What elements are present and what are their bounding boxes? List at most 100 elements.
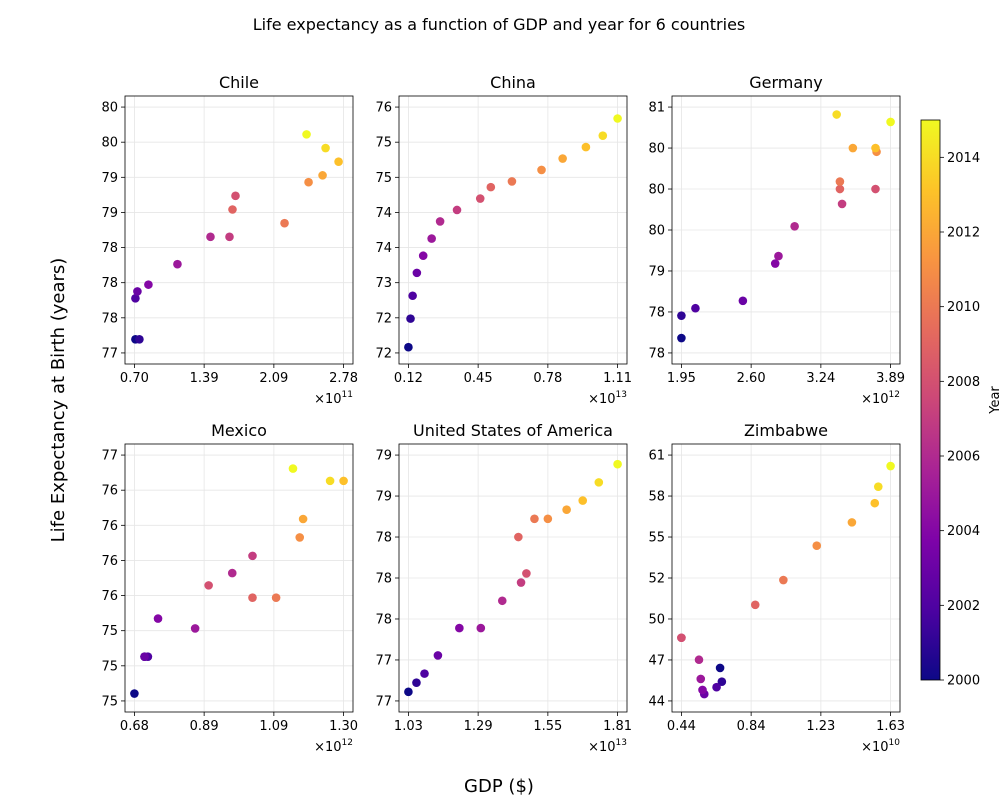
scatter-point <box>412 268 422 278</box>
scatter-point <box>537 165 546 175</box>
y-tick-label: 44 <box>648 694 665 709</box>
axes-frame <box>398 95 628 365</box>
scatter-point <box>530 514 539 524</box>
x-tick-label: 1.30 <box>329 719 358 734</box>
scatter-point <box>131 293 140 303</box>
y-tick-label: 73 <box>375 276 392 291</box>
y-tick-label: 78 <box>648 346 665 361</box>
y-tick-label: 74 <box>375 241 392 256</box>
colorbar-label: Year <box>988 386 1000 415</box>
y-tick-label: 76 <box>375 101 392 116</box>
scatter-point <box>153 614 163 623</box>
subplot-panel: 1.95 2.60 3.24 3.89 78 78 79 80 80 80 81 Germany ×10… <box>648 73 905 407</box>
y-tick-label: 77 <box>101 346 118 361</box>
scatter-point <box>835 177 845 186</box>
axes-frame <box>671 95 901 365</box>
scatter-point <box>507 177 517 186</box>
scatter-point <box>321 143 330 153</box>
scatter-point <box>227 568 237 578</box>
y-tick-label: 75 <box>101 694 118 709</box>
scatter-point <box>871 143 880 153</box>
x-tick-label: 1.95 <box>667 371 696 386</box>
x-tick-label: 2.09 <box>259 371 288 386</box>
scatter-point <box>847 518 857 527</box>
y-tick-label: 52 <box>648 572 665 587</box>
scatter-point <box>715 663 725 673</box>
x-offset-multiplier: ×1011 <box>314 390 353 407</box>
scatter-point <box>231 191 240 201</box>
scatter-point <box>613 459 622 469</box>
scatter-point <box>514 532 523 542</box>
x-tick-label: 1.11 <box>603 371 632 386</box>
scatter-point <box>302 130 311 139</box>
scatter-point <box>144 280 153 289</box>
scatter-point <box>677 333 686 343</box>
scatter-point <box>522 569 531 578</box>
scatter-point <box>886 461 895 471</box>
figure-title: Life expectancy as a function of GDP and… <box>253 15 746 34</box>
scatter-point <box>750 600 760 610</box>
colorbar-tick-label: 2002 <box>947 599 980 614</box>
scatter-point <box>516 578 526 587</box>
x-tick-label: 0.78 <box>533 371 562 386</box>
scatter-point <box>694 655 704 665</box>
y-tick-label: 55 <box>648 531 665 546</box>
scatter-point <box>812 541 822 551</box>
colorbar-tick-label: 2006 <box>947 450 980 465</box>
scatter-point <box>271 593 281 602</box>
x-offset-multiplier: ×1010 <box>861 738 900 755</box>
colorbar-tick-label: 2000 <box>947 674 980 689</box>
y-tick-label: 78 <box>375 572 392 587</box>
y-tick-label: 72 <box>375 346 392 361</box>
y-tick-label: 79 <box>101 171 118 186</box>
x-tick-label: 1.81 <box>603 719 632 734</box>
y-tick-label: 78 <box>375 531 392 546</box>
subplot-panel: 0.44 0.84 1.23 1.63 44 47 50 52 55 58 61 Zimbabwe ×1… <box>648 421 905 755</box>
x-tick-label: 0.12 <box>394 371 423 386</box>
scatter-point <box>832 110 841 119</box>
scatter-point <box>476 623 486 633</box>
scatter-point <box>334 157 343 167</box>
y-tick-label: 47 <box>648 653 665 668</box>
x-tick-label: 1.03 <box>394 719 423 734</box>
y-tick-label: 72 <box>375 311 392 326</box>
subplot-title: Mexico <box>211 421 267 440</box>
scatter-point <box>497 596 507 606</box>
figure-xlabel: GDP ($) <box>464 776 534 797</box>
y-tick-label: 76 <box>101 484 118 499</box>
figure-ylabel: Life Expectancy at Birth (years) <box>48 258 69 543</box>
scatter-point <box>418 251 428 261</box>
y-tick-label: 76 <box>101 519 118 534</box>
y-tick-label: 80 <box>101 101 118 116</box>
subplot-title: China <box>490 73 536 92</box>
x-tick-label: 0.84 <box>737 719 766 734</box>
y-tick-label: 78 <box>375 612 392 627</box>
subplot-panel: 0.70 1.39 2.09 2.78 77 78 78 78 79 79 80 80 Chile ×10… <box>101 73 358 407</box>
colorbar-tick-label: 2010 <box>947 300 980 315</box>
axes-frame <box>671 443 901 713</box>
colorbar-tick-label: 2008 <box>947 375 980 390</box>
scatter-point <box>228 205 237 214</box>
scatter-point <box>225 232 234 242</box>
scatter-point <box>848 143 858 153</box>
y-tick-label: 78 <box>101 276 118 291</box>
scatter-point <box>738 296 748 306</box>
y-tick-label: 79 <box>648 264 665 279</box>
scatter-point <box>886 117 895 127</box>
x-offset-multiplier: ×1012 <box>861 390 900 407</box>
scatter-point <box>404 687 413 697</box>
y-tick-label: 77 <box>375 653 392 668</box>
scatter-point <box>486 182 496 192</box>
scatter-point <box>248 551 257 561</box>
scatter-point <box>318 171 327 180</box>
axes-frame <box>398 443 628 713</box>
scatter-point <box>698 685 707 695</box>
scatter-point <box>677 311 686 320</box>
y-tick-label: 78 <box>101 311 118 326</box>
scatter-point <box>339 476 348 486</box>
x-offset-multiplier: ×1013 <box>588 390 627 407</box>
subplot-title: Chile <box>219 73 259 92</box>
scatter-point <box>837 199 847 209</box>
scatter-point <box>790 221 799 231</box>
scatter-point <box>190 624 200 633</box>
